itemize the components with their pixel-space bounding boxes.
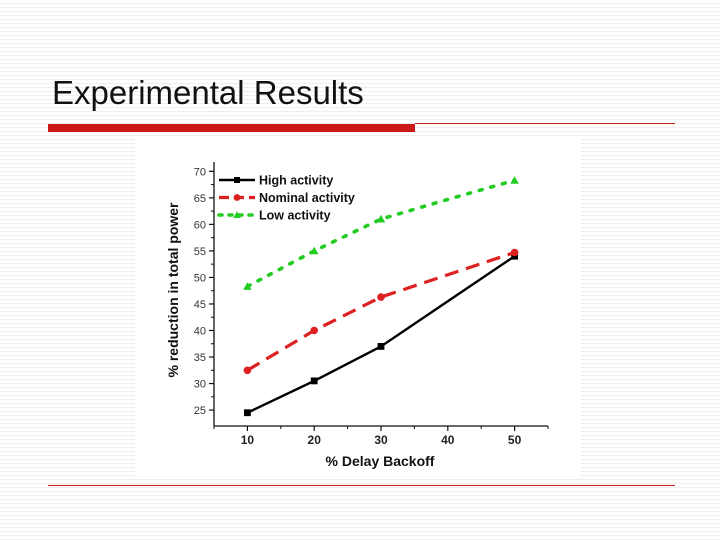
x-tick-label: 10 — [241, 433, 255, 447]
y-tick-label: 60 — [194, 219, 206, 231]
footer-rule — [48, 485, 675, 486]
legend-label-high: High activity — [259, 174, 333, 188]
y-tick-label: 30 — [194, 379, 206, 391]
data-point — [233, 194, 241, 201]
y-tick-label: 25 — [194, 405, 206, 417]
data-point — [377, 343, 385, 350]
data-point — [244, 409, 251, 417]
series-line-low — [245, 178, 517, 289]
data-point — [310, 377, 318, 385]
title-underline-thick — [48, 124, 415, 132]
x-axis-label: % Delay Backoff — [326, 453, 435, 469]
line-chart: 25 30 35 40 45 50 55 60 65 70 10 20 30 40 50 High acti… — [165, 162, 549, 469]
data-point — [377, 293, 385, 301]
legend-label-low: Low activity — [259, 209, 331, 223]
data-point — [243, 282, 252, 290]
y-tick-label: 50 — [194, 272, 206, 284]
x-tick-label: 40 — [441, 433, 455, 447]
title-underline-thin — [415, 123, 675, 124]
data-point — [234, 177, 240, 183]
y-tick-label: 65 — [194, 193, 206, 205]
x-tick-label: 50 — [508, 433, 522, 447]
data-point — [310, 326, 318, 335]
y-tick-label: 55 — [194, 246, 206, 258]
legend-label-nominal: Nominal activity — [259, 191, 355, 205]
data-point — [510, 248, 519, 257]
y-tick-label: 35 — [194, 352, 206, 364]
data-point — [233, 211, 241, 218]
data-point — [510, 176, 519, 184]
y-axis-label: % reduction in total power — [165, 202, 181, 378]
y-tick-label: 40 — [194, 325, 206, 337]
chart-panel: 25 30 35 40 45 50 55 60 65 70 10 20 30 40 50 High acti… — [135, 138, 581, 478]
y-tick-label: 70 — [194, 166, 206, 178]
x-tick-label: 20 — [308, 433, 322, 447]
series-line-nominal — [246, 250, 516, 372]
y-tick-label: 45 — [194, 299, 206, 311]
data-point — [376, 214, 386, 223]
slide-title: Experimental Results — [52, 74, 364, 111]
data-point — [243, 366, 252, 375]
data-point — [309, 246, 319, 255]
x-tick-label: 30 — [374, 433, 388, 447]
series-line-high — [246, 255, 516, 414]
